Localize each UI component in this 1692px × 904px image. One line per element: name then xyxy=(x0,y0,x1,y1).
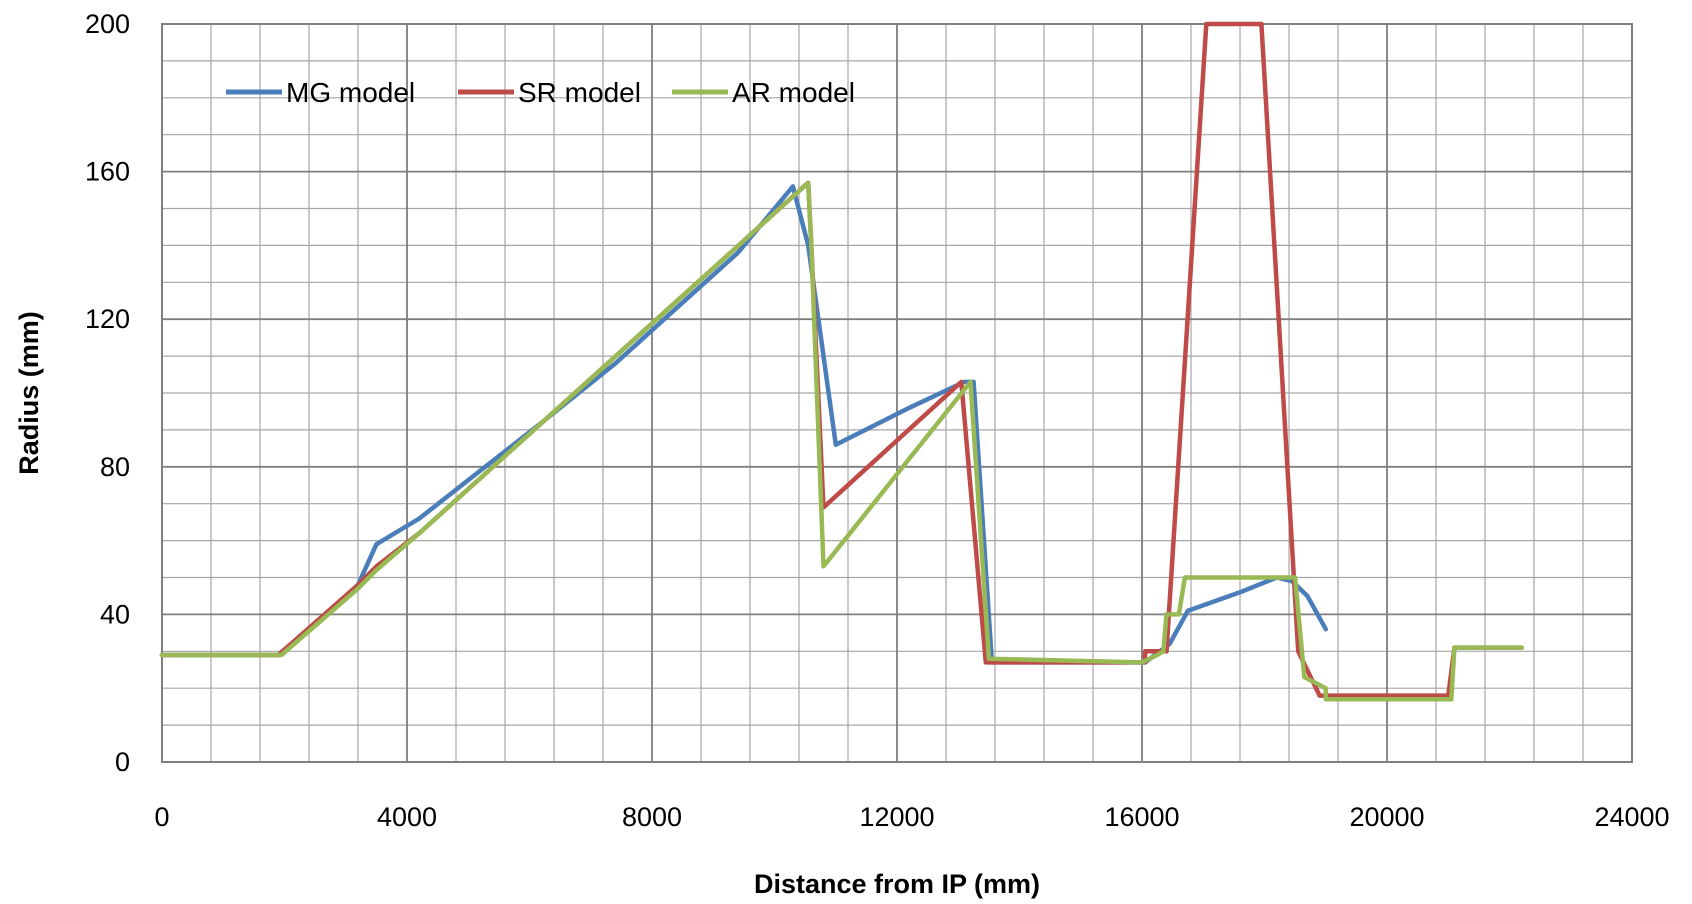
y-tick-label: 40 xyxy=(100,599,130,629)
plot-area-frame xyxy=(161,23,1633,763)
major-gridlines xyxy=(161,23,1633,763)
legend-label: SR model xyxy=(518,77,641,108)
y-tick-label: 0 xyxy=(115,747,130,777)
x-axis-title: Distance from IP (mm) xyxy=(754,869,1040,899)
y-tick-label: 80 xyxy=(100,452,130,482)
x-tick-label: 8000 xyxy=(622,802,682,832)
series-line xyxy=(159,180,1525,702)
legend-label: AR model xyxy=(732,77,855,108)
y-tick-label: 160 xyxy=(85,157,130,187)
legend-label: MG model xyxy=(286,77,415,108)
y-tick-labels: 0 40 80 120 160 200 xyxy=(85,9,130,777)
series-line xyxy=(159,21,1525,698)
x-tick-label: 4000 xyxy=(377,802,437,832)
x-tick-label: 12000 xyxy=(859,802,934,832)
legend: MG model SR model AR model xyxy=(226,77,855,108)
x-tick-label: 24000 xyxy=(1594,802,1669,832)
y-tick-label: 120 xyxy=(85,304,130,334)
series-line xyxy=(159,184,1329,665)
x-tick-label: 20000 xyxy=(1349,802,1424,832)
y-axis-title: Radius (mm) xyxy=(14,311,44,475)
x-tick-label: 16000 xyxy=(1104,802,1179,832)
y-tick-label: 200 xyxy=(85,9,130,39)
x-tick-label: 0 xyxy=(154,802,169,832)
x-tick-labels: 0 4000 8000 12000 16000 20000 24000 xyxy=(154,802,1669,832)
series-lines xyxy=(159,21,1525,702)
